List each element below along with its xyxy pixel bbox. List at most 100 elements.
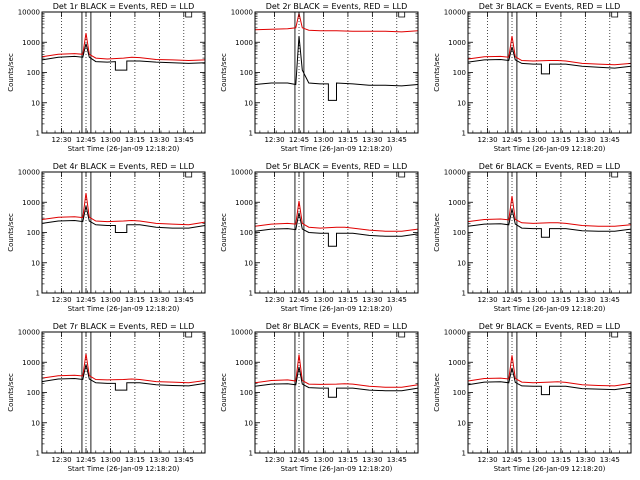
detector-chart-5: Det 5r BLACK = Events, RED = LLD 1 10 100 10…: [220, 162, 419, 313]
y-tick-label: 1: [249, 290, 253, 298]
x-tick-label: 13:30: [149, 456, 169, 464]
y-axis-label: Counts/sec: [433, 53, 441, 92]
series-line-red: [41, 353, 206, 384]
x-tick-label: 13:45: [174, 296, 194, 304]
chart-title: Det 5r BLACK = Events, RED = LLD: [266, 162, 408, 171]
x-tick-label: 12:45: [76, 136, 96, 144]
y-tick-label: 10000: [444, 169, 466, 177]
y-tick-label: 10: [31, 99, 40, 107]
y-tick-label: 10: [244, 99, 253, 107]
y-tick-label: 10: [244, 419, 253, 427]
y-tick-label: 1000: [22, 199, 40, 207]
series-line-red: [41, 33, 206, 62]
x-tick-label: 13:15: [125, 296, 145, 304]
series-line-red: [41, 193, 206, 226]
interval-bracket: [398, 172, 406, 178]
x-tick-label: 13:30: [362, 296, 382, 304]
x-tick-label: 12:45: [76, 456, 96, 464]
detector-panel-1: Det 1r BLACK = Events, RED = LLD 1 10 100 10…: [0, 0, 213, 160]
x-tick-label: 13:15: [338, 296, 358, 304]
series-line-black: [41, 205, 206, 233]
detector-panel-8: Det 8r BLACK = Events, RED = LLD 1 10 100 10…: [213, 320, 426, 480]
detector-chart-8: Det 8r BLACK = Events, RED = LLD 1 10 100 10…: [220, 322, 419, 473]
x-tick-label: 12:45: [502, 136, 522, 144]
y-tick-label: 1000: [235, 39, 253, 47]
y-tick-label: 1000: [22, 359, 40, 367]
detector-panel-2: Det 2r BLACK = Events, RED = LLD 1 10 100 10…: [213, 0, 426, 160]
x-tick-label: 13:00: [313, 136, 333, 144]
detector-panel-9: Det 9r BLACK = Events, RED = LLD 1 10 100 10…: [426, 320, 639, 480]
y-tick-label: 10: [457, 259, 466, 267]
series-line-red: [254, 200, 419, 232]
y-tick-label: 10000: [444, 329, 466, 337]
interval-bracket: [398, 332, 406, 338]
x-tick-label: 13:15: [338, 456, 358, 464]
plot-frame: [41, 331, 206, 454]
y-tick-label: 100: [453, 389, 466, 397]
detector-chart-6: Det 6r BLACK = Events, RED = LLD 1 10 100 10…: [433, 162, 632, 313]
y-tick-label: 1: [249, 450, 253, 458]
x-axis-label: Start Time (26-Jan-09 12:18:20): [281, 465, 393, 473]
y-axis-label: Counts/sec: [220, 213, 228, 252]
x-tick-label: 13:15: [551, 136, 571, 144]
y-tick-label: 100: [27, 389, 40, 397]
x-tick-label: 12:30: [51, 136, 71, 144]
y-tick-label: 100: [240, 229, 253, 237]
x-tick-label: 13:30: [362, 456, 382, 464]
detector-panel-4: Det 4r BLACK = Events, RED = LLD 1 10 100 10…: [0, 160, 213, 320]
x-tick-label: 12:30: [264, 136, 284, 144]
x-tick-label: 13:45: [387, 296, 407, 304]
x-tick-label: 13:45: [174, 456, 194, 464]
y-tick-label: 10000: [18, 329, 40, 337]
x-tick-label: 13:00: [526, 456, 546, 464]
x-axis-label: Start Time (26-Jan-09 12:18:20): [68, 465, 180, 473]
y-tick-label: 10000: [231, 329, 253, 337]
x-axis-label: Start Time (26-Jan-09 12:18:20): [494, 305, 606, 313]
x-tick-label: 13:15: [551, 456, 571, 464]
x-tick-label: 12:45: [289, 136, 309, 144]
series-line-red: [467, 196, 632, 227]
chart-title: Det 6r BLACK = Events, RED = LLD: [479, 162, 621, 171]
interval-bracket: [611, 332, 619, 338]
x-axis-label: Start Time (26-Jan-09 12:18:20): [281, 305, 393, 313]
y-tick-label: 100: [240, 69, 253, 77]
interval-bracket: [611, 172, 619, 178]
y-axis-label: Counts/sec: [7, 53, 15, 92]
y-tick-label: 10000: [444, 9, 466, 17]
series-line-black: [41, 43, 206, 71]
y-tick-label: 10: [31, 259, 40, 267]
x-tick-label: 13:00: [100, 456, 120, 464]
y-tick-label: 10000: [231, 169, 253, 177]
interval-bracket: [185, 12, 193, 18]
x-tick-label: 12:45: [76, 296, 96, 304]
chart-title: Det 4r BLACK = Events, RED = LLD: [53, 162, 195, 171]
series-line-red: [467, 355, 632, 387]
x-tick-label: 13:00: [100, 136, 120, 144]
y-tick-label: 1000: [22, 39, 40, 47]
chart-title: Det 1r BLACK = Events, RED = LLD: [53, 2, 195, 11]
detector-panel-5: Det 5r BLACK = Events, RED = LLD 1 10 100 10…: [213, 160, 426, 320]
x-tick-label: 13:30: [575, 136, 595, 144]
x-tick-label: 13:30: [575, 296, 595, 304]
x-tick-label: 12:30: [51, 296, 71, 304]
y-tick-label: 1: [36, 290, 40, 298]
series-line-red: [254, 354, 419, 388]
plot-frame: [254, 171, 419, 294]
y-tick-label: 1: [462, 290, 466, 298]
x-tick-label: 13:30: [362, 136, 382, 144]
series-line-black: [467, 208, 632, 238]
chart-title: Det 7r BLACK = Events, RED = LLD: [53, 322, 195, 331]
interval-bracket: [611, 12, 619, 18]
detector-chart-3: Det 3r BLACK = Events, RED = LLD 1 10 100 10…: [433, 2, 632, 153]
x-tick-label: 12:45: [502, 296, 522, 304]
detector-chart-2: Det 2r BLACK = Events, RED = LLD 1 10 100 10…: [220, 2, 419, 153]
series-line-black: [467, 46, 632, 75]
y-axis-label: Counts/sec: [220, 53, 228, 92]
detector-panel-7: Det 7r BLACK = Events, RED = LLD 1 10 100 10…: [0, 320, 213, 480]
plot-frame: [41, 11, 206, 134]
x-axis-label: Start Time (26-Jan-09 12:18:20): [68, 145, 180, 153]
x-tick-label: 13:15: [551, 296, 571, 304]
interval-bracket: [398, 12, 406, 18]
y-axis-label: Counts/sec: [7, 213, 15, 252]
y-tick-label: 1: [462, 450, 466, 458]
